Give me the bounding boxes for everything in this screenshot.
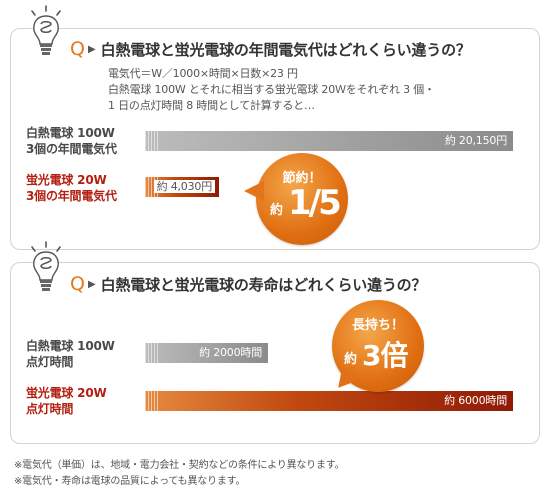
lightbulb-icon xyxy=(31,241,61,291)
bar-texture xyxy=(145,391,159,411)
question-text: 白熱電球と蛍光電球の寿命はどれくらい違うの？ xyxy=(100,275,427,294)
category-label-line: 点灯時間 xyxy=(26,355,74,369)
data-label: 約 20,150円 xyxy=(444,134,507,147)
bar: 約 6000時間 xyxy=(145,391,513,411)
footnote: ※電気代・寿命は電球の品質によっても異なります。 xyxy=(14,476,246,487)
description-line: 1 日の点灯時間 8 時間として計算すると… xyxy=(108,99,315,112)
question-text: 白熱電球と蛍光電球の年間電気代はどれくらい違うの？ xyxy=(100,40,471,59)
badge-value: 3倍 xyxy=(362,339,408,372)
data-label-text: 約 4,030円 xyxy=(153,180,215,193)
footnote: ※電気代（単価）は、地域・電力会社・契約などの条件により異なります。 xyxy=(14,460,345,471)
q-letter: Q xyxy=(70,273,85,295)
category-label: 白熱電球 100W 点灯時間 xyxy=(26,338,115,370)
badge-title: 節約！ xyxy=(282,171,322,186)
badge-value: 1/5 xyxy=(288,183,342,223)
triangle-right-icon: ▶ xyxy=(87,278,96,290)
category-label-line: 蛍光電球 20W xyxy=(26,386,107,400)
category-label: 蛍光電球 20W 点灯時間 xyxy=(26,385,107,417)
category-label: 白熱電球 100W 3個の年間電気代 xyxy=(26,125,117,157)
savings-badge: 節約！ 約 1/5 xyxy=(244,153,348,245)
category-label-line: 点灯時間 xyxy=(26,402,74,416)
data-label: 約 6000時間 xyxy=(444,394,507,407)
bar: 約 20,150円 xyxy=(145,131,513,151)
category-label: 蛍光電球 20W 3個の年間電気代 xyxy=(26,172,117,204)
data-label: 約 2000時間 xyxy=(199,346,262,359)
category-label-line: 蛍光電球 20W xyxy=(26,173,107,187)
q-letter: Q xyxy=(70,38,85,60)
category-label-line: 白熱電球 100W xyxy=(26,126,115,140)
bar: 約 4,030円 xyxy=(145,177,219,197)
description-line: 電気代＝W／1000×時間×日数×23 円 xyxy=(108,67,298,80)
lightbulb-icon xyxy=(31,5,61,55)
data-label: 約 4,030円 xyxy=(153,177,215,197)
longevity-badge: 長持ち！ 約 3倍 xyxy=(330,300,424,395)
category-label-line: 3個の年間電気代 xyxy=(26,142,117,156)
category-label-line: 3個の年間電気代 xyxy=(26,189,117,203)
bar: 約 2000時間 xyxy=(145,343,268,363)
category-label-line: 白熱電球 100W xyxy=(26,339,115,353)
bar-texture xyxy=(145,343,159,363)
question-heading-lifespan: Q ▶ 白熱電球と蛍光電球の寿命はどれくらい違うの？ xyxy=(70,273,426,295)
lifespan-panel xyxy=(10,262,540,444)
triangle-right-icon: ▶ xyxy=(87,43,96,55)
badge-pointer xyxy=(244,181,264,201)
badge-title: 長持ち！ xyxy=(351,318,404,333)
question-heading-cost: Q ▶ 白熱電球と蛍光電球の年間電気代はどれくらい違うの？ xyxy=(70,38,471,60)
bar-texture xyxy=(145,131,159,151)
badge-prefix: 約 xyxy=(344,352,358,367)
description-line: 白熱電球 100W とそれに相当する蛍光電球 20Ｗをそれぞれ 3 個・ xyxy=(108,83,435,96)
badge-prefix: 約 xyxy=(270,203,284,218)
